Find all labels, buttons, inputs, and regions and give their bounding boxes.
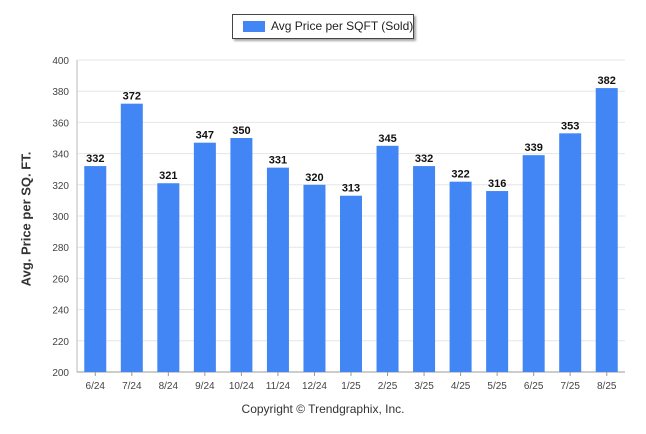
y-tick-label: 300 xyxy=(52,212,69,223)
bar xyxy=(266,167,289,372)
bar xyxy=(522,155,545,372)
y-tick-label: 400 xyxy=(52,56,69,67)
data-label: 316 xyxy=(488,178,506,190)
bar xyxy=(230,138,253,372)
bar xyxy=(193,142,216,372)
x-tick-label: 6/24 xyxy=(86,381,106,392)
data-label: 347 xyxy=(196,130,214,142)
data-label: 350 xyxy=(232,125,250,137)
copyright-footer: Copyright © Trendgraphix, Inc. xyxy=(241,402,405,416)
x-tick-label: 8/25 xyxy=(597,381,617,392)
data-label: 345 xyxy=(378,133,396,145)
x-tick-label: 8/24 xyxy=(159,381,179,392)
y-tick-label: 280 xyxy=(52,243,69,254)
data-label: 382 xyxy=(598,75,616,87)
legend: Avg Price per SQFT (Sold) xyxy=(232,14,414,39)
data-label: 320 xyxy=(305,172,323,184)
data-label: 372 xyxy=(123,91,141,103)
bar xyxy=(84,166,107,372)
legend-label: Avg Price per SQFT (Sold) xyxy=(271,19,414,33)
y-tick-label: 360 xyxy=(52,118,69,129)
y-tick-label: 260 xyxy=(52,274,69,285)
x-tick-label: 6/25 xyxy=(524,381,544,392)
x-tick-label: 7/25 xyxy=(560,381,580,392)
bar xyxy=(120,103,143,373)
x-tick-label: 3/25 xyxy=(414,381,434,392)
bar xyxy=(157,183,180,372)
bar xyxy=(413,166,436,372)
bar xyxy=(449,181,472,372)
y-tick-label: 320 xyxy=(52,181,69,192)
x-tick-label: 10/24 xyxy=(229,381,254,392)
bar xyxy=(559,133,582,372)
bar xyxy=(376,145,399,372)
data-label: 331 xyxy=(269,155,287,167)
y-tick-label: 340 xyxy=(52,150,69,161)
y-tick-label: 220 xyxy=(52,337,69,348)
data-label: 332 xyxy=(415,153,433,165)
x-tick-label: 9/24 xyxy=(195,381,215,392)
x-tick-label: 4/25 xyxy=(451,381,471,392)
bar xyxy=(595,88,618,372)
data-label: 321 xyxy=(159,170,177,182)
bar xyxy=(486,191,509,372)
y-tick-label: 200 xyxy=(52,368,69,379)
x-tick-label: 1/25 xyxy=(341,381,361,392)
bar xyxy=(303,184,326,372)
x-tick-label: 2/25 xyxy=(378,381,398,392)
x-tick-label: 7/24 xyxy=(122,381,142,392)
x-tick-label: 5/25 xyxy=(487,381,507,392)
y-tick-label: 380 xyxy=(52,87,69,98)
data-label: 332 xyxy=(86,153,104,165)
data-label: 313 xyxy=(342,183,360,195)
bar xyxy=(340,195,362,372)
y-tick-label: 240 xyxy=(52,306,69,317)
x-tick-label: 12/24 xyxy=(302,381,327,392)
data-label: 353 xyxy=(561,120,579,132)
legend-swatch xyxy=(243,21,265,32)
data-label: 322 xyxy=(451,169,469,181)
data-label: 339 xyxy=(524,142,542,154)
x-tick-label: 11/24 xyxy=(266,381,291,392)
